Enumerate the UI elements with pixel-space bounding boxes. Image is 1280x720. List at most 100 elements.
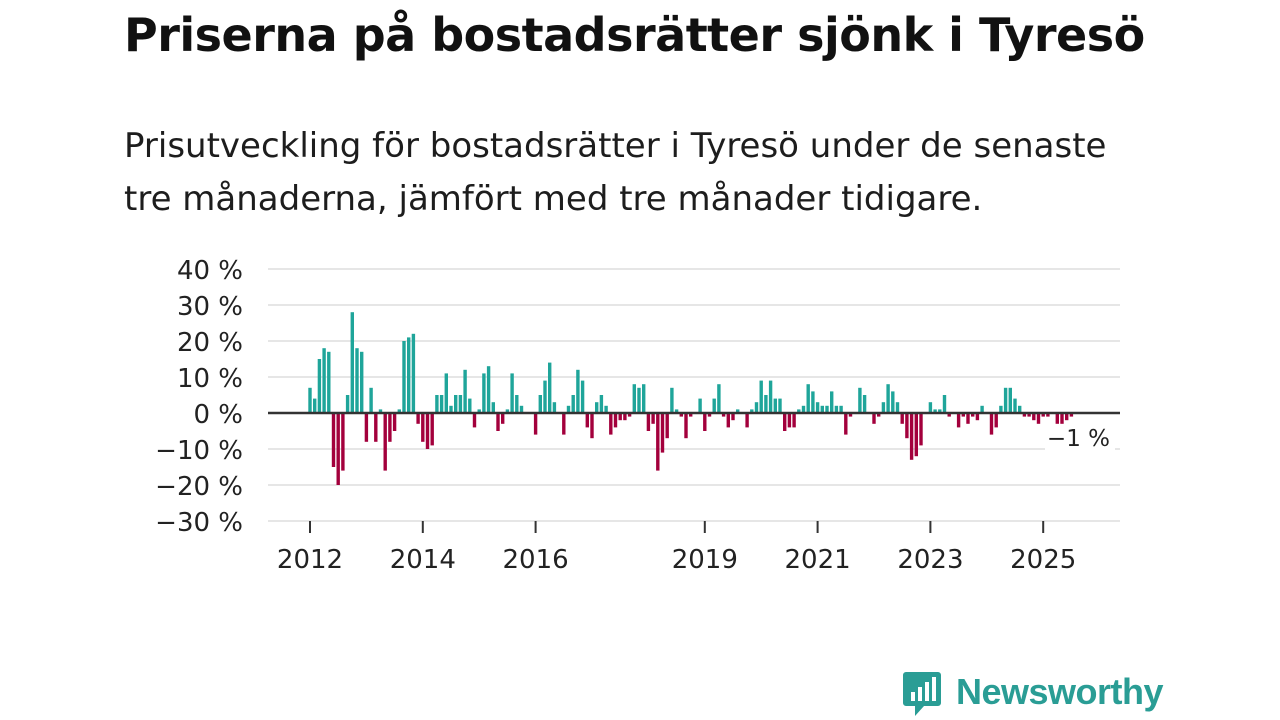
bar — [764, 395, 768, 413]
bar — [364, 413, 369, 442]
y-tick-label: 40 % — [177, 256, 243, 286]
bar — [736, 409, 740, 413]
x-tick-label: 2014 — [390, 545, 456, 575]
bar — [1032, 413, 1036, 421]
bar — [463, 369, 467, 413]
bar — [341, 413, 345, 471]
bar — [543, 380, 547, 413]
last-value-label: −1 % — [1047, 426, 1110, 452]
bar — [627, 413, 632, 417]
bar — [787, 413, 792, 428]
bar — [679, 413, 683, 417]
bar — [355, 348, 359, 413]
bar — [322, 348, 326, 413]
y-tick-label: −20 % — [155, 472, 243, 502]
bar — [327, 351, 331, 413]
bar — [999, 405, 1003, 413]
y-axis: 40 % 30 % 20 % 10 % 0 % −10 % −20 % −30 % — [155, 256, 243, 538]
bar — [848, 413, 853, 417]
bar — [383, 413, 387, 471]
bar — [877, 413, 881, 417]
bar — [491, 402, 495, 413]
x-tick-label: 2023 — [897, 545, 963, 575]
bar — [439, 395, 444, 413]
bar — [562, 413, 566, 435]
y-tick-label: −10 % — [155, 436, 243, 466]
bar — [458, 395, 463, 413]
bar — [552, 402, 557, 413]
bar — [731, 413, 735, 421]
bar — [486, 366, 491, 413]
bar — [862, 395, 867, 413]
bar — [707, 413, 712, 417]
bar — [660, 413, 665, 453]
annotations: −1 % — [1045, 424, 1115, 452]
bar — [482, 373, 486, 413]
bar — [1065, 413, 1069, 421]
bar — [472, 413, 477, 428]
bar — [397, 409, 401, 413]
bar — [844, 413, 848, 435]
bar — [411, 333, 416, 413]
chart-title: Priserna på bostadsrätter sjönk i Tyresö — [124, 8, 1145, 62]
x-tick-label: 2019 — [672, 545, 738, 575]
bar — [689, 413, 693, 417]
bar — [444, 373, 448, 413]
x-tick-label: 2021 — [785, 545, 851, 575]
x-axis: 2012 2014 2016 2019 2021 2023 2025 — [268, 411, 1120, 575]
y-tick-label: 0 % — [193, 400, 243, 430]
bar — [632, 384, 636, 413]
bar — [806, 384, 810, 413]
bar — [966, 413, 970, 424]
bar — [331, 413, 336, 467]
bar — [797, 409, 801, 413]
x-tick-label: 2025 — [1010, 545, 1076, 575]
bar — [839, 405, 843, 413]
bar — [538, 395, 542, 413]
bar — [674, 409, 679, 413]
bar — [496, 413, 500, 431]
newsworthy-logo-icon — [903, 672, 941, 716]
bar — [548, 362, 552, 413]
y-tick-label: −30 % — [155, 508, 243, 538]
bar — [1008, 387, 1012, 413]
bar — [768, 380, 773, 413]
bar — [402, 341, 406, 413]
bar — [416, 413, 420, 424]
bar — [533, 413, 538, 435]
bar — [726, 413, 730, 428]
bar — [900, 413, 904, 424]
bar — [642, 384, 646, 413]
bar — [914, 413, 918, 457]
bar — [618, 413, 622, 421]
x-tick-label: 2012 — [277, 545, 343, 575]
bar — [909, 413, 914, 460]
bar — [956, 413, 961, 428]
bar — [872, 413, 876, 424]
bar — [623, 413, 627, 421]
bar — [698, 398, 702, 413]
bar — [980, 405, 984, 413]
bar — [468, 398, 472, 413]
bar — [350, 312, 354, 413]
bar — [928, 402, 933, 413]
bar — [599, 395, 604, 413]
bar — [971, 413, 975, 417]
bar — [345, 395, 350, 413]
bar — [801, 405, 806, 413]
y-tick-label: 10 % — [177, 364, 243, 394]
bar — [961, 413, 965, 417]
bar — [421, 413, 425, 442]
bar — [317, 359, 322, 413]
bar — [750, 409, 754, 413]
bar — [576, 369, 580, 413]
bar — [919, 413, 923, 446]
bar — [830, 391, 834, 413]
x-tick-label: 2016 — [503, 545, 569, 575]
bar — [1022, 413, 1027, 417]
bar — [477, 409, 481, 413]
bar — [783, 413, 787, 431]
brand-name: Newsworthy — [956, 671, 1164, 712]
bar — [392, 413, 397, 431]
bar — [815, 402, 820, 413]
